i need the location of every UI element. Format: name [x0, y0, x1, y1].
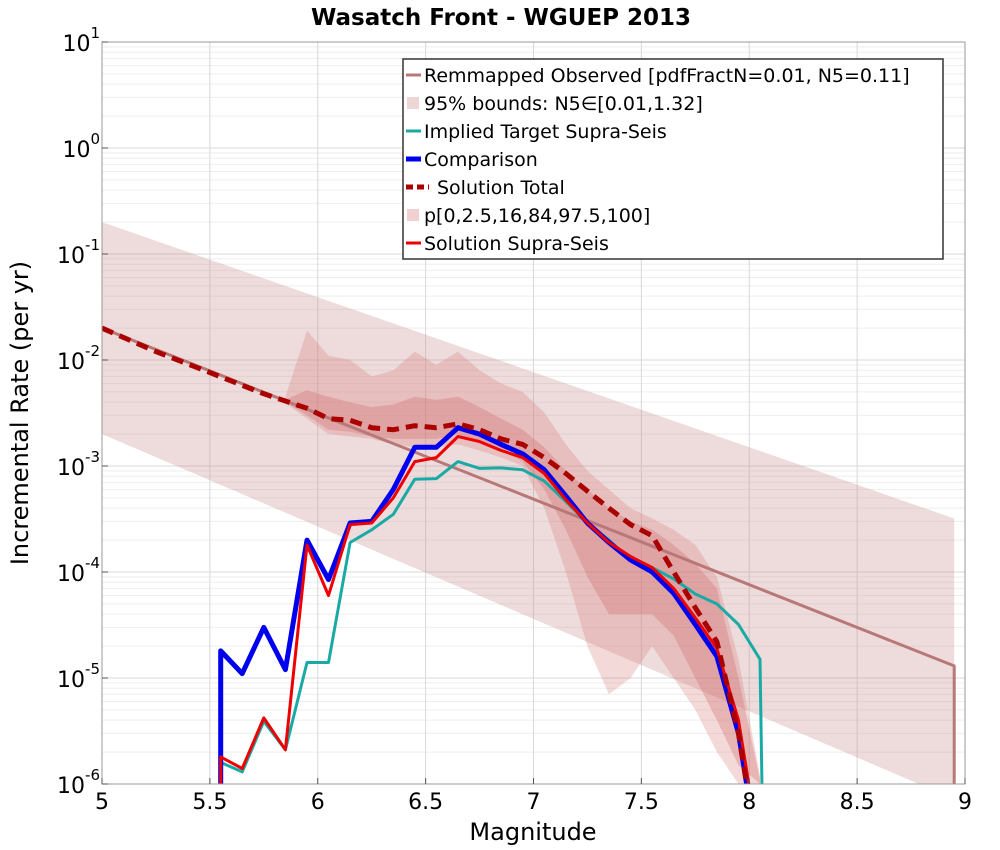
chart-title: Wasatch Front - WGUEP 2013 — [311, 5, 691, 31]
series-line-solution-supra-seis — [219, 435, 751, 784]
x-axis-label: Magnitude — [469, 818, 596, 846]
band-percentile-outer — [285, 330, 760, 784]
legend-label: p[0,2.5,16,84,97.5,100] — [424, 205, 650, 227]
legend-label: Remmapped Observed [pdfFractN=0.01, N5=0… — [424, 65, 910, 87]
series-line-implied-target-supra-seis — [219, 460, 764, 784]
x-tick-label: 5.5 — [192, 790, 227, 815]
x-tick-label: 8 — [742, 790, 756, 815]
series-line-remmapped-observed-pdffractn-0 — [102, 326, 956, 784]
x-tick-label: 9 — [958, 790, 972, 815]
legend-label: Solution Total — [437, 177, 565, 199]
x-tick-label: 6.5 — [408, 790, 443, 815]
x-axis-ticks: 5 5.5 6 6.5 7 7.5 8 8.5 9 — [95, 778, 972, 815]
legend-label: Comparison — [424, 149, 538, 171]
series-line-solution-total — [102, 325, 750, 784]
band-95-bounds — [102, 222, 955, 784]
legend-box — [402, 58, 944, 260]
x-tick-label: 5 — [95, 790, 109, 815]
legend-label: Implied Target Supra-Seis — [424, 121, 667, 143]
legend-label: Solution Supra-Seis — [424, 233, 609, 255]
series — [102, 325, 956, 784]
legend: Remmapped Observed [pdfFractN=0.01, N5=0… — [402, 58, 944, 260]
series-line-comparison — [218, 425, 750, 784]
x-tick-label: 7 — [527, 790, 541, 815]
legend-label: 95% bounds: N5∈[0.01,1.32] — [424, 93, 703, 115]
x-tick-label: 7.5 — [624, 790, 659, 815]
legend-swatch-patch — [407, 97, 419, 109]
legend-swatch-patch — [407, 209, 419, 221]
y-axis-label: Incremental Rate (per yr) — [6, 261, 34, 565]
x-tick-label: 8.5 — [840, 790, 875, 815]
x-tick-label: 6 — [311, 790, 325, 815]
